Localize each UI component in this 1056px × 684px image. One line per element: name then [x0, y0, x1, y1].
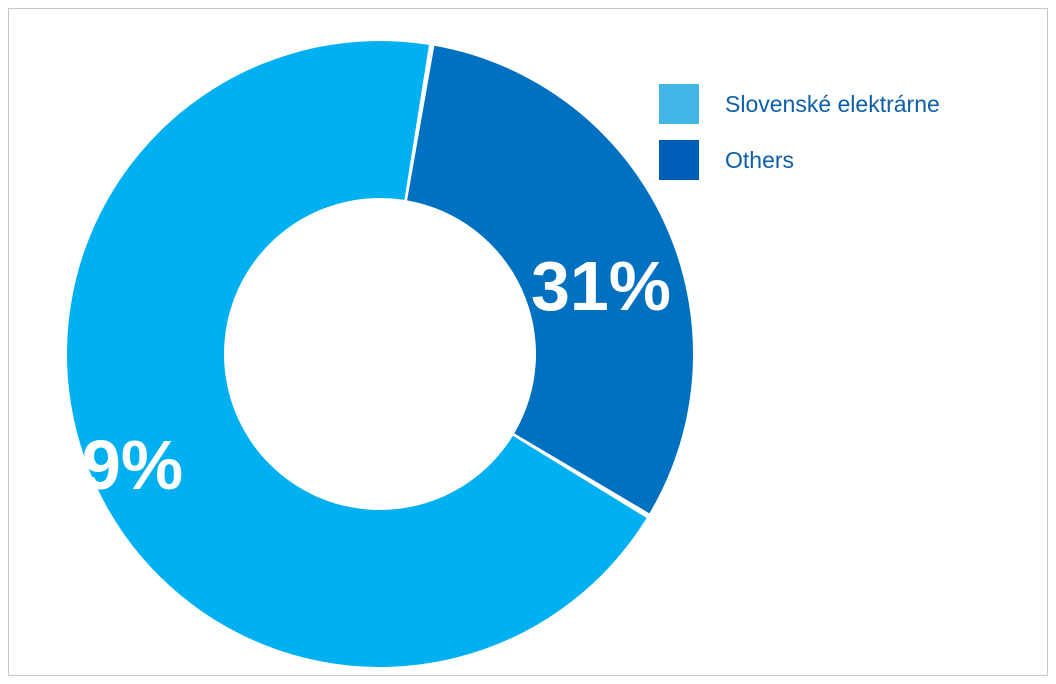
legend: Slovenské elektrárne Others — [659, 84, 940, 196]
donut-slices — [67, 41, 693, 668]
value-label-others: 31% — [531, 247, 671, 325]
donut-slice-others[interactable] — [407, 45, 693, 514]
legend-swatch-slovenske-elektrarne — [659, 84, 699, 124]
legend-item-others[interactable]: Others — [659, 140, 940, 180]
legend-item-slovenske-elektrarne[interactable]: Slovenské elektrárne — [659, 84, 940, 124]
donut-value-labels: 69% 31% — [43, 247, 671, 504]
legend-label-others: Others — [725, 146, 795, 173]
donut-chart: 69% 31% — [43, 41, 693, 668]
chart-frame: 69% 31% Slovenské elektrárne Others — [8, 8, 1048, 676]
legend-swatch-others — [659, 140, 699, 180]
value-label-slovenske-elektrarne: 69% — [43, 426, 183, 504]
donut-slice-slovenske-elektrarne[interactable] — [67, 41, 647, 668]
legend-label-slovenske-elektrarne: Slovenské elektrárne — [725, 90, 940, 117]
